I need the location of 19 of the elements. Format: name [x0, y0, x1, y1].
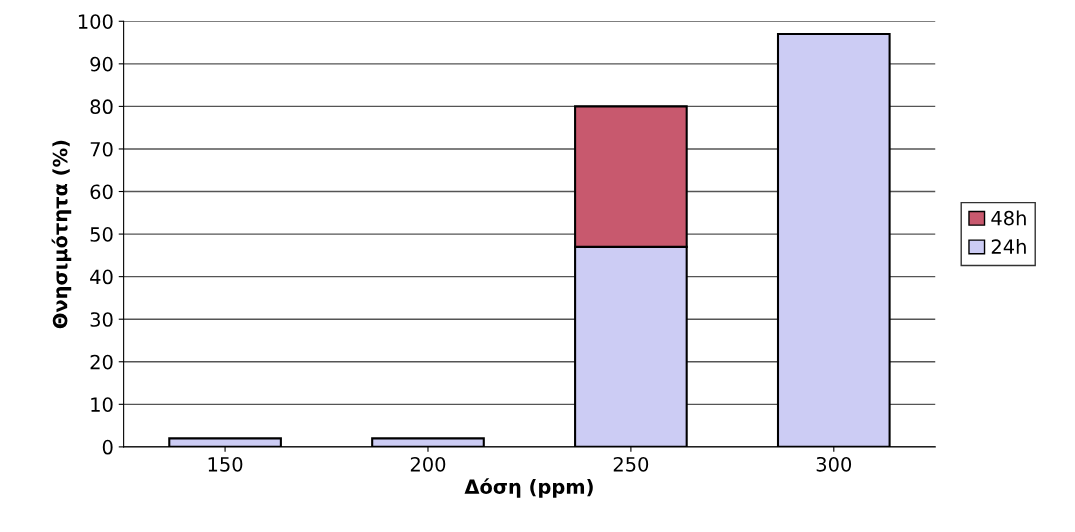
legend-label: 48h	[991, 210, 1026, 226]
x-tick-label: 300	[816, 456, 852, 472]
legend-label: 24h	[991, 238, 1026, 254]
y-tick-label: 10	[91, 397, 113, 412]
y-tick-label: 80	[90, 99, 113, 115]
y-tick-label: 0	[102, 439, 113, 455]
y-axis-title: Θνησιμότητα (%)	[51, 140, 72, 329]
y-tick-label: 40	[90, 269, 113, 285]
x-axis-title: Δόση (ppm)	[464, 478, 593, 498]
y-tick-label: 30	[90, 312, 113, 327]
y-tick-label: 50	[90, 227, 113, 242]
y-tick-label: 70	[90, 141, 113, 157]
x-tick-label: 150	[208, 456, 243, 472]
y-tick-label: 60	[90, 184, 113, 200]
x-tick-label: 250	[613, 456, 649, 472]
y-tick-label: 20	[90, 354, 113, 370]
x-tick-label: 200	[410, 456, 446, 472]
y-tick-label: 90	[90, 56, 113, 72]
y-tick-label: 100	[78, 14, 113, 29]
